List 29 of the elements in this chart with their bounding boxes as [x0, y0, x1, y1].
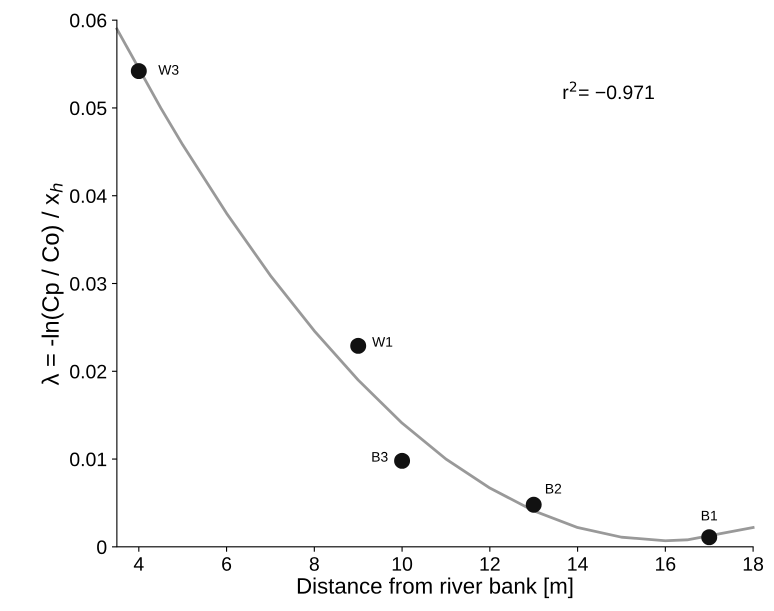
- point: [350, 338, 366, 354]
- y-axis-title: λ = -ln(Cp / Co) / x$_{h}$: [42, 184, 64, 386]
- line-series: [115, 28, 754, 542]
- annotation: B2: [546, 484, 562, 494]
- y-tick-label: 0: [97, 540, 106, 554]
- annotation: r$^{2}$= −0.971: [564, 81, 654, 100]
- x-tick-label: 6: [222, 557, 232, 571]
- y-tick-label: 0.05: [70, 101, 106, 116]
- point: [130, 63, 147, 80]
- y-tick-label: 0.04: [70, 189, 107, 203]
- annotation: W1: [372, 337, 392, 347]
- annotation: W3: [158, 64, 178, 75]
- x-tick-label: 18: [744, 557, 764, 571]
- x-tick-label: 10: [392, 557, 412, 571]
- x-tick-label: 12: [480, 557, 500, 571]
- y-tick-label: 0.01: [70, 452, 106, 466]
- x-tick-label: 4: [134, 557, 144, 571]
- annotation: B3: [372, 452, 388, 462]
- x-axis-title: Distance from river bank [m]: [298, 577, 572, 598]
- x-tick-label: 14: [568, 557, 588, 571]
- point: [394, 452, 410, 469]
- y-tick-label: 0.02: [70, 364, 106, 379]
- x-tick-label: 8: [310, 557, 319, 571]
- annotation: B1: [702, 510, 718, 520]
- y-tick-label: 0.03: [70, 276, 106, 291]
- y-tick-label: 0.06: [70, 14, 106, 28]
- x-tick-label: 16: [656, 557, 676, 571]
- point: [701, 529, 718, 546]
- point: [526, 496, 542, 513]
